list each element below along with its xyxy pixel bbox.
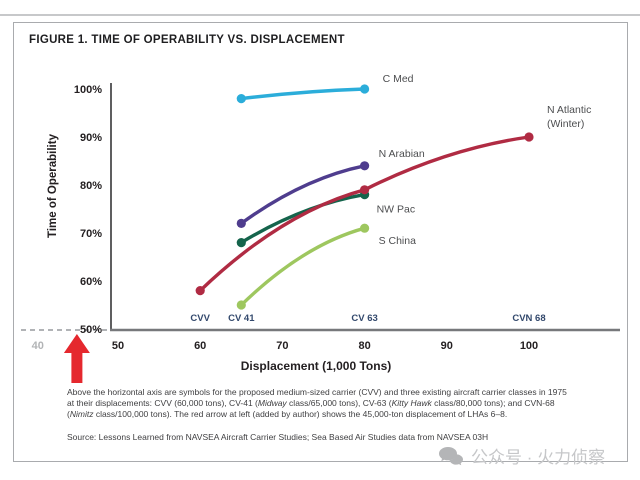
series-line-c-med xyxy=(239,87,367,101)
series-line-nw-pac xyxy=(239,192,367,245)
series-point-dot xyxy=(236,218,246,228)
watermark-text: 公众号 · 火力侦察 xyxy=(471,448,606,467)
figure-title: FIGURE 1. TIME OF OPERABILITY VS. DISPLA… xyxy=(29,34,345,46)
series-label: S China xyxy=(379,235,417,247)
series-label: NW Pac xyxy=(377,204,416,216)
series-point-dot xyxy=(360,185,370,195)
series-line-n-arabian xyxy=(239,164,367,226)
carrier-marker-label: CV 63 xyxy=(351,313,377,324)
series-label: C Med xyxy=(383,73,414,85)
figure-panel: FIGURE 1. TIME OF OPERABILITY VS. DISPLA… xyxy=(13,22,628,462)
series-point-dot xyxy=(236,238,246,248)
series-point-dot xyxy=(360,84,370,94)
wechat-bubbles-icon xyxy=(439,446,463,465)
carrier-marker-label: CVV xyxy=(190,313,210,324)
series-label: N Atlantic xyxy=(547,104,591,116)
series-point-dot xyxy=(360,161,370,171)
source-note: Source: Lessons Learned from NAVSEA Airc… xyxy=(67,432,489,442)
watermark: 公众号 · 火力侦察 xyxy=(438,443,605,468)
chart-canvas: 100% 90% 80% 70% 60% 50% 50 60 70 80 90 100 40 CVV CV … xyxy=(21,73,620,383)
series-label: N Arabian xyxy=(379,148,425,160)
series-point-dot xyxy=(236,300,246,310)
caption-line: Above the horizontal axis are symbols fo… xyxy=(67,387,567,397)
figure-caption: Above the horizontal axis are symbols fo… xyxy=(67,387,623,420)
caption-line: (Nimitz class/100,000 tons). The red arr… xyxy=(67,409,508,419)
caption-line: at their displacements: CVV (60,000 tons… xyxy=(67,398,555,408)
y-tick-label: 70% xyxy=(80,228,102,240)
top-divider-line xyxy=(0,14,640,16)
x-tick-label: 60 xyxy=(194,340,206,352)
series-line-n-atlantic-winter- xyxy=(198,135,531,293)
x-tick-label-40: 40 xyxy=(32,340,44,352)
series-point-dot xyxy=(195,286,205,296)
y-tick-label: 80% xyxy=(80,180,102,192)
series-label: (Winter) xyxy=(547,118,584,130)
y-tick-label: 100% xyxy=(74,84,102,96)
y-axis-title: Time of Operability xyxy=(47,133,59,238)
x-tick-label: 50 xyxy=(112,340,124,352)
y-tick-label: 90% xyxy=(80,132,102,144)
x-tick-label: 90 xyxy=(441,340,453,352)
red-arrow xyxy=(63,334,90,383)
series-point-dot xyxy=(236,94,246,104)
series-point-dot xyxy=(360,223,370,233)
carrier-marker-label: CV 41 xyxy=(228,313,255,324)
y-tick-label: 60% xyxy=(80,276,102,288)
x-tick-label: 80 xyxy=(358,340,370,352)
x-axis-title: Displacement (1,000 Tons) xyxy=(241,359,392,373)
x-tick-label: 100 xyxy=(520,340,538,352)
series-line-s-china xyxy=(239,226,367,307)
series-point-dot xyxy=(524,132,534,142)
x-tick-label: 70 xyxy=(276,340,288,352)
y-tick-label: 50% xyxy=(80,324,102,336)
carrier-marker-label: CVN 68 xyxy=(512,313,545,324)
